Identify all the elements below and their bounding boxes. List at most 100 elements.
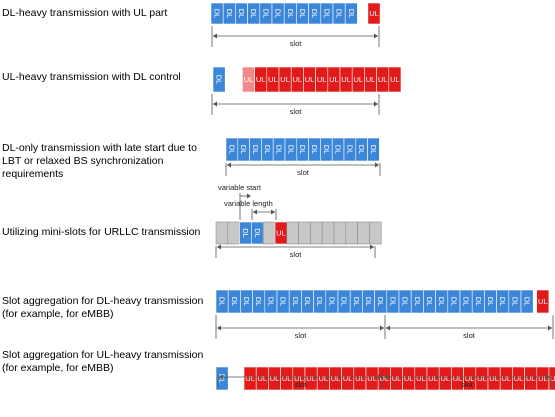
dl-label: DL	[335, 9, 344, 19]
row-title: DL-heavy transmission with UL part	[2, 7, 167, 20]
ul-cell	[548, 366, 555, 391]
ul-label: UL	[538, 374, 548, 383]
dl-label: DL	[462, 297, 471, 307]
ul-label: UL	[453, 374, 463, 383]
dl-label: DL	[218, 297, 227, 307]
dl-cell	[344, 2, 358, 25]
arrowhead	[217, 244, 221, 250]
arrowhead	[213, 33, 217, 39]
ul-label: UL	[256, 75, 266, 84]
arrowhead	[375, 162, 379, 168]
arrowhead	[374, 33, 378, 39]
ul-label: UL	[366, 75, 376, 84]
dl-label: DL	[274, 9, 283, 19]
dl-label: DL	[286, 145, 295, 155]
dl-label: DL	[388, 297, 397, 307]
ul-cell	[388, 66, 402, 93]
ul-cell	[536, 289, 550, 314]
empty-cell	[369, 221, 382, 245]
row-title-line: (for example, for eMBB)	[2, 362, 114, 374]
arrowhead	[546, 374, 550, 380]
dl-label: DL	[266, 297, 275, 307]
dl-label: DL	[345, 145, 354, 155]
ul-label: UL	[404, 374, 414, 383]
dl-label: DL	[347, 9, 356, 19]
ul-label: UL	[270, 374, 280, 383]
ul-label: UL	[538, 297, 548, 306]
empty-cell	[298, 221, 311, 245]
slot-label: slot	[295, 331, 308, 340]
arrowhead	[227, 162, 231, 168]
ul-label: UL	[317, 75, 327, 84]
ul-label: UL	[280, 75, 290, 84]
row-title-line: Slot aggregation for DL-heavy transmissi…	[2, 295, 204, 307]
ul-label: UL	[282, 374, 292, 383]
dl-label: DL	[352, 297, 361, 307]
dl-label: DL	[241, 228, 250, 238]
arrowhead	[217, 325, 221, 331]
empty-cell	[357, 221, 370, 245]
dl-cell	[212, 66, 226, 93]
ul-label: UL	[428, 374, 438, 383]
dl-label: DL	[298, 9, 307, 19]
dl-label: DL	[340, 297, 349, 307]
dl-label: DL	[310, 9, 319, 19]
slot-label: slot	[290, 250, 303, 259]
row-title: Slot aggregation for DL-heavy transmissi…	[2, 295, 203, 321]
arrowhead	[374, 101, 378, 107]
dl-label: DL	[437, 297, 446, 307]
arrowhead	[386, 325, 390, 331]
ul-label: UL	[367, 374, 377, 383]
ul-label: UL	[465, 374, 475, 383]
arrowhead	[253, 209, 257, 215]
ul-label: UL	[526, 374, 536, 383]
dl-label: DL	[303, 297, 312, 307]
dl-label: DL	[364, 297, 373, 307]
dl-label: DL	[227, 145, 236, 155]
ul-label: UL	[355, 374, 365, 383]
ul-label: UL	[477, 374, 487, 383]
arrowhead	[548, 325, 552, 331]
dl-label: DL	[315, 297, 324, 307]
dl-label: DL	[251, 145, 260, 155]
ul-label: UL	[441, 374, 451, 383]
ul-label: UL	[378, 75, 388, 84]
dl-label: DL	[413, 297, 422, 307]
dl-label: DL	[261, 9, 270, 19]
row-title: Slot aggregation for UL-heavy transmissi…	[2, 349, 203, 375]
dl-label: DL	[322, 145, 331, 155]
empty-cell	[345, 221, 358, 245]
dl-label: DL	[322, 9, 331, 19]
dl-label: DL	[401, 297, 410, 307]
ul-label: UL	[293, 75, 303, 84]
empty-cell	[321, 221, 335, 245]
dl-label: DL	[425, 297, 434, 307]
empty-cell	[333, 221, 347, 245]
ul-label: UL	[306, 374, 316, 383]
dl-label: DL	[237, 9, 246, 19]
dl-cell	[520, 289, 534, 314]
dl-label: DL	[249, 9, 258, 19]
dl-label: DL	[253, 228, 262, 238]
empty-cell	[286, 221, 299, 245]
ul-label: UL	[319, 374, 329, 383]
dl-label: DL	[225, 9, 234, 19]
row-title: DL-only transmission with late start due…	[2, 142, 197, 181]
ul-label: UL	[294, 374, 304, 383]
dl-label: DL	[357, 145, 366, 155]
dl-label: DL	[376, 297, 385, 307]
ul-label: UL	[244, 75, 254, 84]
dl-cell	[367, 137, 380, 162]
ul-label: UL	[392, 374, 402, 383]
ul-label: UL	[329, 75, 339, 84]
slot-label: slot	[463, 331, 476, 340]
arrowhead	[271, 209, 275, 215]
ul-label: UL	[258, 374, 268, 383]
dl-label: DL	[242, 297, 251, 307]
ul-label: UL	[305, 75, 315, 84]
ul-cell	[367, 2, 381, 25]
dl-label: DL	[449, 297, 458, 307]
dl-label: DL	[215, 75, 224, 85]
dl-label: DL	[291, 297, 300, 307]
dl-label: DL	[498, 297, 507, 307]
